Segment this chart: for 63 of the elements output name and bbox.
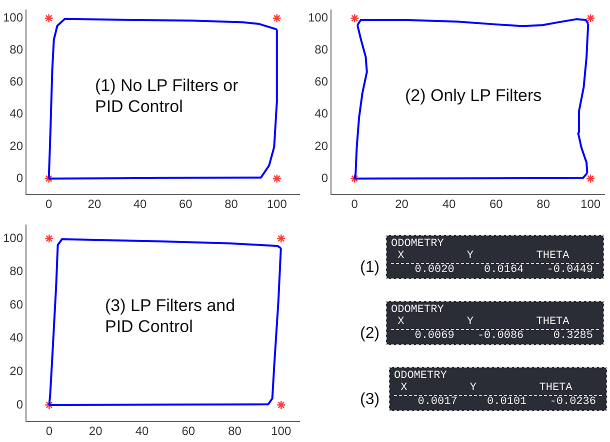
x-tick-label: 40 [442,197,456,212]
x-tick-label: 80 [224,197,238,212]
text: Y [466,250,475,262]
x-tick-label: 80 [228,424,242,438]
text: 0.0164 [483,264,525,276]
y-tick-label: 20 [10,364,24,378]
annotation: (3) LP Filters and PID Control [105,295,236,338]
x-tick-label: 0 [46,424,53,438]
y-tick-label: 80 [314,42,328,57]
y-tick-label: 80 [10,42,24,57]
text: -0.0086 [476,330,525,342]
y-tick-label: 60 [10,74,24,89]
text: ODOMETRY [391,238,445,250]
x-tick-label: 80 [536,197,550,212]
text: 0.0020 [414,264,456,276]
x-tick-label: 100 [266,197,288,212]
y-tick-label: 100 [308,10,328,25]
y-tick-label: 20 [314,138,328,153]
y-tick-label: 20 [10,138,24,153]
text: (3) [360,391,380,409]
y-tick-label: 80 [10,264,24,278]
y-tick-label: 60 [314,74,328,89]
x-tick-label: 0 [351,197,358,212]
x-tick-label: 20 [88,424,103,438]
text: X [396,316,406,328]
annotation: (1) No LP Filters or PID Control [95,75,240,118]
y-tick-label: 100 [2,10,24,25]
text: THETA [538,382,574,394]
text: -0.0449 [546,264,594,276]
x-tick-label: 100 [580,197,601,212]
y-tick-label: 40 [10,106,24,121]
text: (1) [360,259,380,277]
y-tick-label: 100 [2,230,24,245]
text: ODOMETRY [391,304,445,316]
text: X [400,382,408,394]
y-tick-label: 40 [10,330,24,345]
text: 0.3285 [552,330,594,342]
text: Y [466,316,475,328]
x-tick-label: 40 [133,197,148,212]
x-tick-label: 0 [45,197,52,212]
y-tick-label: 0 [16,397,24,412]
text: THETA [535,316,570,328]
text: (2) [360,325,380,343]
text: X [396,250,406,262]
x-tick-label: 100 [271,424,292,438]
y-tick-label: 0 [321,170,328,185]
x-tick-label: 40 [135,424,149,438]
text: -0.0236 [548,396,597,408]
y-tick-label: 60 [10,297,24,312]
x-tick-label: 60 [178,197,193,212]
y-tick-label: 40 [314,106,328,121]
x-tick-label: 60 [489,197,504,212]
annotation: (2) Only LP Filters [405,85,542,106]
y-tick-label: 0 [16,170,24,185]
text: 0.0069 [414,330,456,342]
text: THETA [535,250,570,262]
x-tick-label: 20 [88,197,102,212]
x-tick-label: 60 [182,424,196,438]
text: 0.0101 [486,396,528,408]
text: Y [468,382,478,394]
text: ODOMETRY [394,370,448,382]
text: 0.0017 [416,396,458,408]
x-tick-label: 20 [395,197,409,212]
